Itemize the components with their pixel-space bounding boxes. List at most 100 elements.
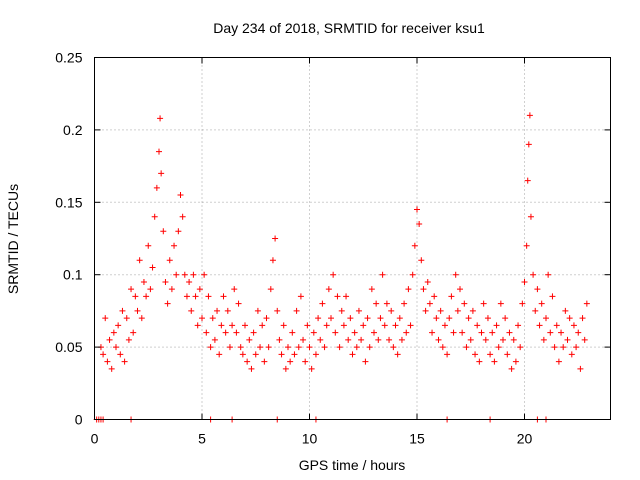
data-point xyxy=(274,307,281,314)
data-point xyxy=(526,112,533,119)
data-point xyxy=(282,365,289,372)
data-point xyxy=(476,358,483,365)
data-point xyxy=(469,307,476,314)
data-point xyxy=(538,300,545,307)
data-point xyxy=(140,278,147,285)
data-point xyxy=(457,286,463,293)
data-point xyxy=(349,351,356,358)
data-point xyxy=(465,315,472,322)
data-point xyxy=(147,286,154,293)
data-point xyxy=(364,315,371,322)
data-point xyxy=(420,286,427,293)
data-point xyxy=(512,358,519,365)
y-tick-label: 0.25 xyxy=(55,50,82,66)
data-point xyxy=(484,315,491,322)
data-point xyxy=(381,322,388,329)
data-point xyxy=(409,271,416,278)
y-tick-labels: 0 0.05 0.1 0.15 0.2 0.25 xyxy=(55,50,82,428)
data-point xyxy=(510,336,517,343)
x-axis-label: GPS time / hours xyxy=(299,457,406,473)
data-point xyxy=(433,315,440,322)
data-point xyxy=(377,315,384,322)
data-point xyxy=(239,351,246,358)
data-point xyxy=(459,329,466,336)
data-point xyxy=(480,300,487,307)
data-point xyxy=(478,329,485,336)
data-point xyxy=(566,315,573,322)
data-point xyxy=(435,336,442,343)
data-point xyxy=(581,336,588,343)
data-point xyxy=(386,336,393,343)
data-point xyxy=(115,322,122,329)
data-point xyxy=(117,351,124,358)
data-point xyxy=(287,358,294,365)
data-point xyxy=(379,271,386,278)
data-point xyxy=(472,351,479,358)
data-point xyxy=(220,293,227,300)
tick-marks xyxy=(94,57,611,420)
data-point xyxy=(454,307,461,314)
data-point xyxy=(295,344,302,351)
data-point xyxy=(160,228,167,235)
data-point xyxy=(233,329,240,336)
x-tick-label: 5 xyxy=(198,431,206,447)
data-point xyxy=(319,300,326,307)
y-tick-label: 0 xyxy=(75,412,83,428)
data-point xyxy=(515,322,522,329)
data-point xyxy=(396,315,403,322)
data-point xyxy=(575,329,582,336)
data-point xyxy=(482,336,489,343)
data-point xyxy=(196,286,203,293)
data-point xyxy=(577,365,584,372)
data-point xyxy=(441,322,448,329)
data-point xyxy=(362,358,369,365)
data-point xyxy=(261,358,268,365)
data-point xyxy=(136,257,143,264)
data-point xyxy=(351,329,358,336)
data-point xyxy=(190,271,197,278)
data-point xyxy=(524,177,531,184)
data-point xyxy=(583,300,590,307)
data-point xyxy=(358,336,365,343)
data-point xyxy=(426,300,433,307)
data-point xyxy=(543,315,549,322)
data-point xyxy=(401,300,408,307)
data-point xyxy=(216,351,223,358)
data-point xyxy=(276,336,283,343)
data-point xyxy=(558,329,565,336)
data-point xyxy=(143,293,150,300)
data-point xyxy=(113,344,119,351)
y-tick-label: 0.2 xyxy=(63,122,83,138)
data-point xyxy=(463,344,470,351)
data-point xyxy=(368,286,375,293)
data-point xyxy=(338,307,345,314)
data-point xyxy=(145,242,152,249)
data-point xyxy=(461,300,468,307)
data-point xyxy=(119,307,126,314)
data-point xyxy=(269,257,276,264)
data-point xyxy=(321,344,328,351)
data-point xyxy=(353,344,360,351)
data-point xyxy=(555,358,562,365)
data-point xyxy=(267,286,274,293)
data-point xyxy=(203,329,210,336)
data-point xyxy=(181,271,188,278)
data-point xyxy=(562,307,569,314)
data-point xyxy=(431,293,438,300)
data-point xyxy=(121,358,128,365)
data-point xyxy=(158,170,165,177)
data-point xyxy=(254,307,261,314)
data-point xyxy=(450,329,457,336)
data-point xyxy=(259,322,266,329)
y-tick-label: 0.1 xyxy=(63,267,83,283)
data-point xyxy=(199,315,205,322)
data-point xyxy=(568,351,575,358)
data-point xyxy=(162,278,169,285)
data-point xyxy=(547,329,554,336)
data-point xyxy=(263,315,270,322)
data-point xyxy=(128,286,135,293)
data-point xyxy=(549,293,556,300)
data-point xyxy=(553,322,560,329)
data-point xyxy=(493,322,500,329)
